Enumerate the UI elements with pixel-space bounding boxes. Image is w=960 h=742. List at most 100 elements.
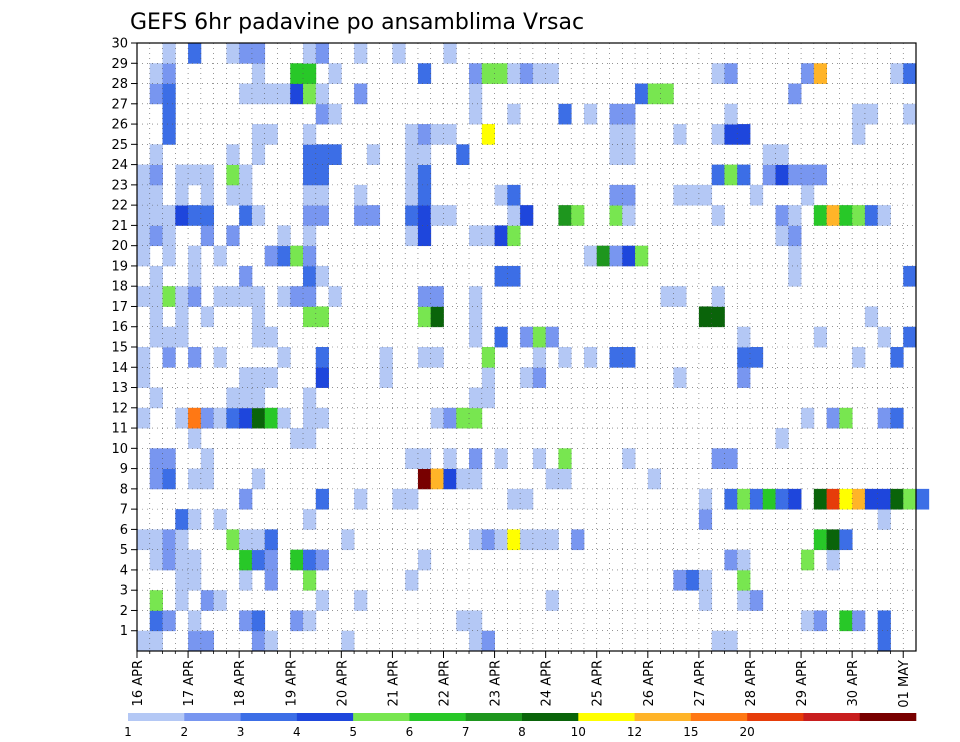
heatmap-cell bbox=[698, 488, 713, 510]
heatmap-cell bbox=[405, 225, 419, 247]
heatmap-cell bbox=[162, 286, 176, 307]
heatmap-cell bbox=[303, 205, 317, 226]
heatmap-cell bbox=[162, 63, 176, 84]
colorbar-segment bbox=[184, 713, 241, 721]
heatmap-cell bbox=[251, 529, 266, 551]
colorbar-label: 7 bbox=[462, 725, 470, 739]
heatmap-cell bbox=[149, 610, 163, 632]
heatmap-cell bbox=[405, 569, 419, 591]
heatmap-cell bbox=[213, 509, 227, 530]
heatmap-cell bbox=[417, 286, 432, 307]
heatmap-cell bbox=[545, 468, 559, 490]
heatmap-cell bbox=[264, 367, 278, 388]
heatmap-cell bbox=[813, 610, 828, 632]
heatmap-cell bbox=[162, 103, 176, 125]
heatmap-cell bbox=[162, 124, 176, 145]
heatmap-cell bbox=[737, 326, 751, 348]
heatmap-cell bbox=[213, 347, 227, 368]
heatmap-cell bbox=[188, 43, 202, 64]
heatmap-cell bbox=[456, 407, 470, 429]
heatmap-cell bbox=[430, 407, 444, 429]
heatmap-cell bbox=[698, 184, 713, 206]
heatmap-cell bbox=[852, 347, 866, 368]
heatmap-cell bbox=[813, 205, 828, 226]
heatmap-cell bbox=[328, 103, 342, 125]
colorbar-label: 12 bbox=[627, 725, 642, 739]
heatmap-cell bbox=[354, 488, 368, 510]
heatmap-cell bbox=[213, 245, 227, 267]
heatmap-cell bbox=[558, 347, 572, 368]
heatmap-cell bbox=[239, 549, 253, 571]
heatmap-cell bbox=[507, 225, 521, 247]
heatmap-cell bbox=[877, 205, 891, 226]
heatmap-cell bbox=[303, 43, 317, 64]
heatmap-cell bbox=[443, 468, 457, 490]
heatmap-cell bbox=[251, 124, 266, 145]
heatmap-cell bbox=[137, 245, 151, 267]
heatmap-cell bbox=[239, 569, 253, 591]
heatmap-cell bbox=[162, 468, 176, 490]
heatmap-cell bbox=[226, 286, 240, 307]
heatmap-cell bbox=[737, 347, 751, 368]
x-tick-label: 16 APR bbox=[131, 660, 146, 706]
y-tick-label: 25 bbox=[111, 138, 128, 153]
heatmap-cell bbox=[162, 205, 176, 226]
heatmap-cell bbox=[417, 448, 432, 469]
heatmap-cell bbox=[775, 164, 789, 186]
y-axis-ticks: 1234567891011121314151617181920212223242… bbox=[111, 37, 137, 639]
heatmap-cell bbox=[469, 63, 483, 84]
heatmap-cell bbox=[264, 245, 278, 267]
heatmap-cell bbox=[405, 144, 419, 165]
heatmap-cell bbox=[724, 630, 738, 652]
y-tick-label: 4 bbox=[120, 563, 128, 578]
heatmap-cell bbox=[903, 265, 917, 287]
heatmap-cell bbox=[622, 184, 636, 206]
heatmap-cell bbox=[877, 630, 891, 652]
heatmap-cell bbox=[341, 630, 355, 652]
heatmap-cell bbox=[813, 326, 828, 348]
heatmap-cell bbox=[290, 63, 304, 84]
heatmap-cell bbox=[788, 83, 802, 105]
heatmap-cell bbox=[903, 326, 917, 348]
heatmap-cell bbox=[469, 306, 483, 328]
heatmap-cell bbox=[775, 488, 789, 510]
heatmap-cell bbox=[609, 347, 623, 368]
heatmap-cell bbox=[903, 63, 917, 84]
heatmap-cell bbox=[277, 225, 291, 247]
heatmap-cell bbox=[315, 43, 329, 64]
heatmap-cell bbox=[826, 488, 840, 510]
heatmap-cell bbox=[366, 144, 381, 165]
heatmap-cell bbox=[711, 306, 725, 328]
heatmap-cell bbox=[890, 407, 904, 429]
heatmap-cell bbox=[417, 184, 432, 206]
heatmap-cell bbox=[251, 43, 266, 64]
heatmap-cell bbox=[175, 164, 189, 186]
heatmap-cell bbox=[916, 488, 930, 510]
heatmap-cell bbox=[839, 529, 853, 551]
heatmap-cell bbox=[162, 448, 176, 469]
heatmap-cell bbox=[188, 428, 202, 449]
heatmap-cell bbox=[417, 306, 432, 328]
heatmap-cell bbox=[469, 326, 483, 348]
heatmap-cell bbox=[175, 509, 189, 530]
heatmap-cell bbox=[775, 205, 789, 226]
heatmap-cell bbox=[392, 488, 406, 510]
heatmap-cell bbox=[405, 124, 419, 145]
heatmap-cell bbox=[481, 367, 495, 388]
heatmap-cell bbox=[532, 448, 547, 469]
heatmap-cell bbox=[200, 630, 215, 652]
heatmap-cell bbox=[673, 124, 687, 145]
heatmap-cell bbox=[711, 448, 725, 469]
heatmap-cell bbox=[188, 245, 202, 267]
y-tick-label: 11 bbox=[111, 422, 128, 437]
x-tick-label: 19 APR bbox=[284, 660, 299, 706]
heatmap-cell bbox=[417, 225, 432, 247]
y-tick-label: 12 bbox=[111, 401, 128, 416]
heatmap-cell bbox=[788, 488, 802, 510]
heatmap-cell bbox=[149, 630, 163, 652]
heatmap-cell bbox=[137, 225, 151, 247]
heatmap-cell bbox=[354, 205, 368, 226]
heatmap-cell bbox=[558, 205, 572, 226]
colorbar-label: 10 bbox=[571, 725, 586, 739]
heatmap-cell bbox=[315, 590, 329, 611]
